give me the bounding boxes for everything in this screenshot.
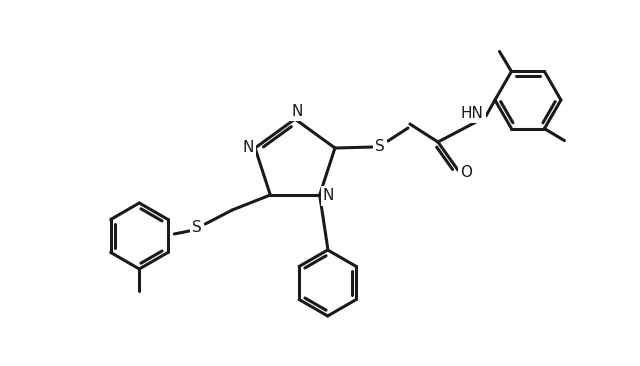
- Text: S: S: [193, 220, 202, 235]
- Text: S: S: [375, 138, 385, 153]
- Text: O: O: [460, 165, 472, 179]
- Text: HN: HN: [461, 105, 483, 120]
- Text: N: N: [291, 104, 303, 119]
- Text: N: N: [243, 139, 253, 154]
- Text: N: N: [323, 188, 334, 203]
